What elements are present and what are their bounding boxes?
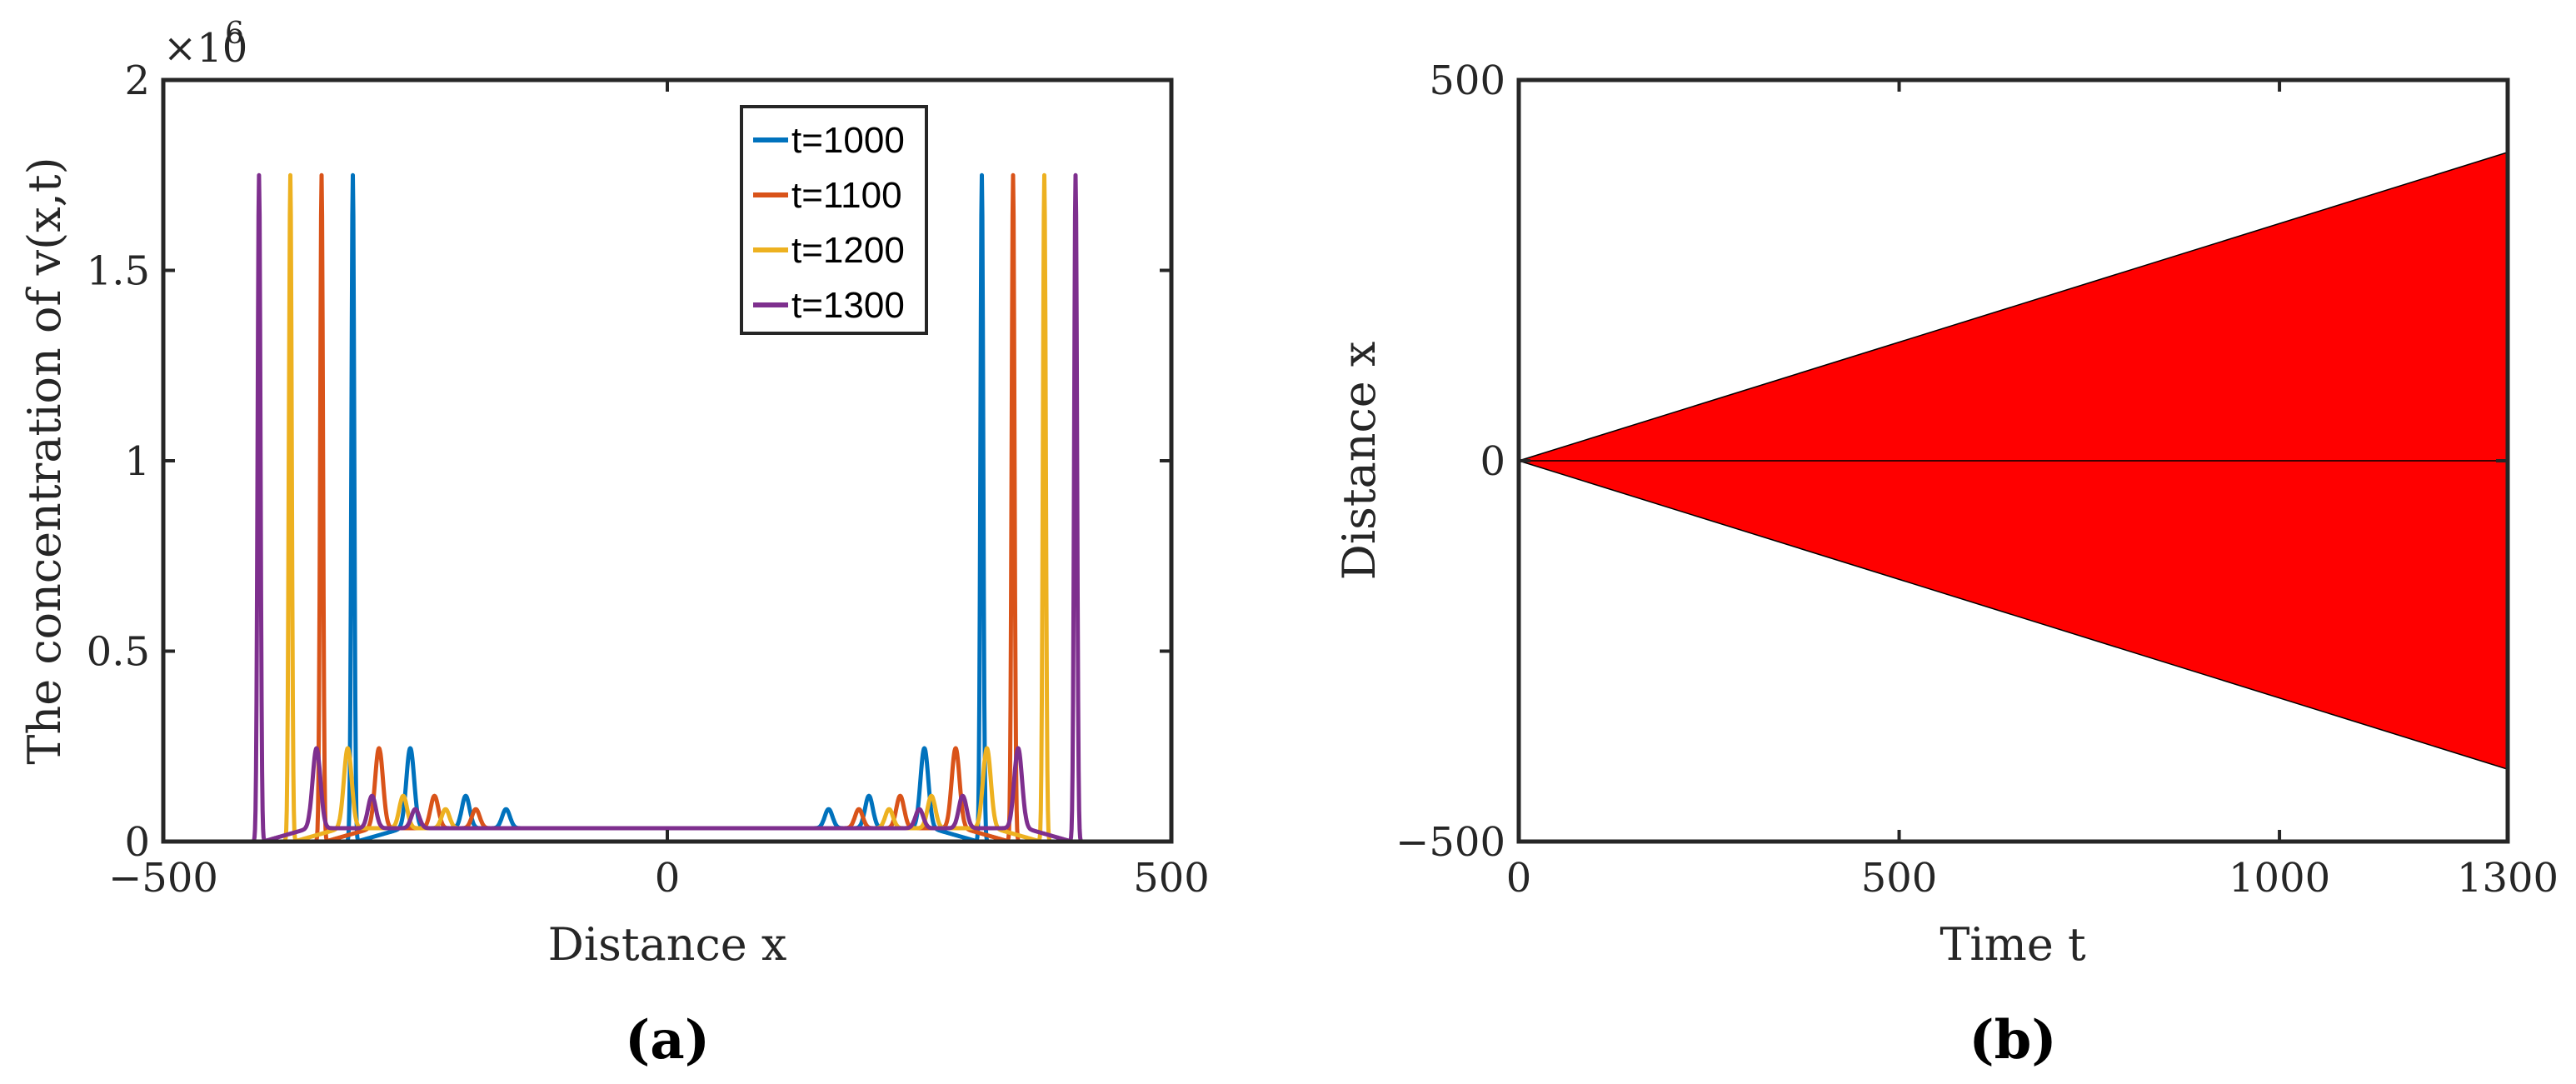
y-tick-label: 2 [124,57,150,104]
panel-b-area-group [1516,151,2509,771]
legend-label: t=1100 [791,175,902,216]
x-tick-label: 1000 [2229,855,2330,902]
panel-a-ylabel: The concentration of v(x,t) [18,157,71,764]
panel-a-caption: (a) [625,1009,710,1072]
y-tick-label: 0.5 [87,629,150,676]
panel-b-caption: (b) [1969,1009,2056,1072]
y-exponent-base: ×10 [163,25,247,72]
x-tick-label: 1300 [2457,855,2559,902]
x-tick-label: −500 [108,855,218,902]
x-tick-label: 500 [1861,855,1938,902]
x-tick-label: 0 [655,855,681,902]
y-tick-label: −500 [1395,819,1505,866]
y-tick-label: 1.5 [87,248,150,295]
x-tick-label: 0 [1506,855,1532,902]
x-tick-label: 500 [1133,855,1210,902]
panel-a-series-group [162,172,1173,844]
panel-b-xlabel: Time t [1939,918,2086,971]
panel-b-ylabel: Distance x [1333,342,1385,581]
y-exponent-power: 6 [225,17,244,51]
panel-a-axes-frame [161,77,1174,844]
legend-box [740,105,928,335]
series-line-t-1300 [162,172,1173,844]
panel-a-legend: t=1000 t=1100 t=1200 t=1300 [740,105,928,335]
legend-label: t=1000 [791,120,905,161]
y-tick-label: 1 [124,438,150,485]
series-line-t-1000 [162,172,1173,844]
panel-a-xlabel: Distance x [548,918,787,971]
legend-label: t=1200 [791,230,905,271]
y-tick-label: 0 [124,819,150,866]
series-line-t-1200 [162,172,1173,844]
legend-label: t=1300 [791,285,905,326]
series-line-t-1100 [162,172,1173,844]
y-exponent-label: ×10 6 [163,17,247,72]
y-tick-label: 0 [1480,438,1505,485]
y-tick-label: 500 [1429,57,1505,104]
